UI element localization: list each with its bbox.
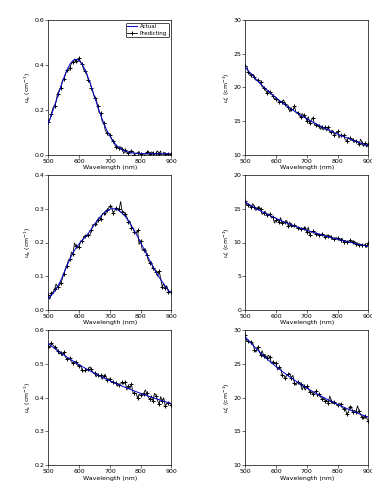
Y-axis label: $u_s'$ (cm$^{-1}$): $u_s'$ (cm$^{-1}$) — [221, 382, 232, 413]
X-axis label: Wavelength (nm): Wavelength (nm) — [83, 166, 137, 170]
Y-axis label: $u_s'$ (cm$^{-1}$): $u_s'$ (cm$^{-1}$) — [221, 72, 232, 103]
X-axis label: Wavelength (nm): Wavelength (nm) — [280, 320, 334, 326]
Text: (b2): (b2) — [298, 361, 315, 370]
X-axis label: Wavelength (nm): Wavelength (nm) — [280, 166, 334, 170]
Y-axis label: $u_a$ (cm$^{-1}$): $u_a$ (cm$^{-1}$) — [23, 227, 33, 258]
Y-axis label: $u_a$ (cm$^{-1}$): $u_a$ (cm$^{-1}$) — [23, 382, 33, 413]
Text: (a1): (a1) — [101, 206, 119, 215]
Y-axis label: $u_a$ (cm$^{-1}$): $u_a$ (cm$^{-1}$) — [23, 72, 33, 103]
X-axis label: Wavelength (nm): Wavelength (nm) — [83, 320, 137, 326]
Text: (b1): (b1) — [298, 206, 315, 215]
X-axis label: Wavelength (nm): Wavelength (nm) — [83, 476, 137, 480]
Legend: Actual, Predicting: Actual, Predicting — [126, 23, 169, 38]
X-axis label: Wavelength (nm): Wavelength (nm) — [280, 476, 334, 480]
Y-axis label: $u_s'$ (cm$^{-1}$): $u_s'$ (cm$^{-1}$) — [221, 227, 232, 258]
Text: (a2): (a2) — [101, 361, 119, 370]
